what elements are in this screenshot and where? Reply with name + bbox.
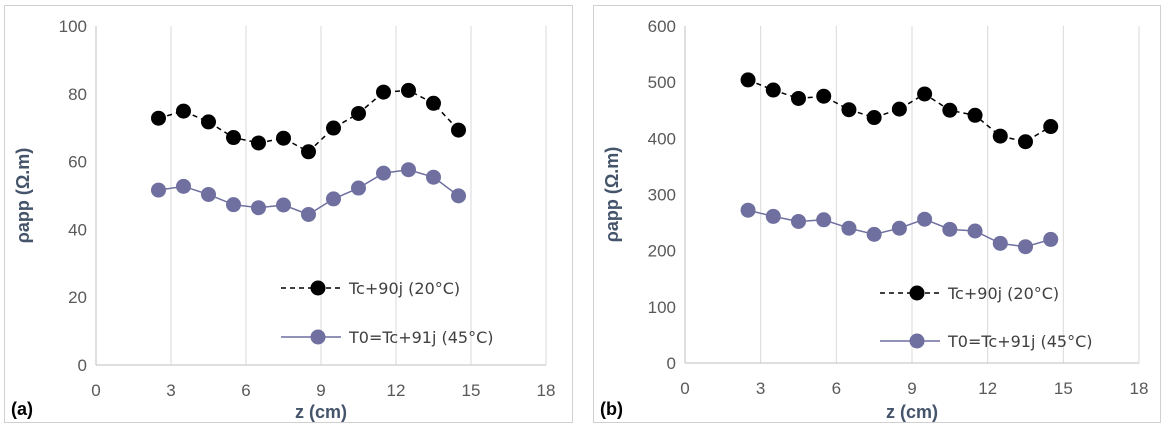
- data-point-series-1: [376, 84, 391, 100]
- data-point-series-2: [151, 182, 166, 198]
- data-point-series-1: [401, 82, 416, 98]
- y-tick-label: 40: [68, 220, 87, 239]
- y-tick-label: 600: [648, 17, 676, 36]
- data-point-series-2: [201, 186, 216, 202]
- data-point-series-1: [451, 122, 466, 138]
- chart-b-svg: 0 100 200 300 400 500 600 0 3 6 9 12 15 18 z (cm) ρapp …: [600, 17, 1149, 422]
- y-tick-label: 100: [59, 17, 87, 36]
- data-point-series-2: [426, 169, 441, 185]
- data-point-series-1: [251, 135, 266, 151]
- data-point-series-1: [992, 128, 1008, 144]
- data-point-series-1: [176, 103, 191, 119]
- x-tick-label: 15: [462, 381, 481, 400]
- x-tick-label: 18: [537, 381, 556, 400]
- y-tick-label: 300: [648, 186, 676, 205]
- x-tick-label: 0: [680, 379, 689, 398]
- data-point-series-2: [866, 226, 882, 242]
- data-point-series-1: [276, 130, 291, 146]
- data-point-series-1: [765, 82, 781, 98]
- x-tick-label: 9: [316, 381, 325, 400]
- legend-marker-2: [909, 333, 925, 349]
- data-point-series-2: [740, 202, 756, 218]
- data-point-series-1: [816, 88, 832, 104]
- y-tick-label: 80: [68, 85, 87, 104]
- x-tick-label: 6: [241, 381, 250, 400]
- data-point-series-1: [841, 102, 857, 118]
- data-point-series-2: [917, 211, 933, 227]
- data-point-series-1: [917, 86, 933, 102]
- data-point-series-1: [891, 101, 907, 117]
- data-point-series-1: [151, 110, 166, 126]
- data-point-series-2: [376, 165, 391, 181]
- y-tick-label: 20: [68, 288, 87, 307]
- x-tick-label: 12: [978, 379, 997, 398]
- y-tick-label: 0: [78, 356, 87, 375]
- data-point-series-1: [942, 102, 958, 118]
- data-point-series-2: [451, 188, 466, 204]
- legend-marker-1: [909, 285, 925, 301]
- y-tick-label: 500: [648, 73, 676, 92]
- data-point-series-2: [401, 162, 416, 178]
- data-point-series-2: [891, 220, 907, 236]
- data-point-series-1: [740, 72, 756, 88]
- data-point-series-1: [1018, 134, 1033, 150]
- x-tick-label: 0: [91, 381, 100, 400]
- chart-panel-a: 0 20 40 60 80 100 0 3 6 9 12 15 18 z (cm) ρapp (Ω.m) (a…: [4, 5, 573, 423]
- chart-a-svg: 0 20 40 60 80 100 0 3 6 9 12 15 18 z (cm) ρapp (Ω.m) (a…: [11, 17, 556, 422]
- legend-label-2: T0=Tc+91j (45°C): [348, 328, 494, 347]
- data-point-series-2: [1043, 231, 1059, 247]
- data-point-series-1: [326, 120, 341, 136]
- x-tick-label: 3: [166, 381, 175, 400]
- data-point-series-2: [176, 178, 191, 194]
- y-tick-label: 0: [667, 354, 676, 373]
- y-tick-label: 100: [648, 298, 676, 317]
- data-point-series-2: [326, 191, 341, 207]
- legend-marker-1: [310, 280, 326, 296]
- data-point-series-2: [967, 223, 983, 239]
- data-point-series-2: [765, 208, 781, 224]
- data-point-series-2: [1018, 239, 1033, 255]
- x-tick-label: 9: [907, 379, 916, 398]
- x-tick-label: 12: [387, 381, 406, 400]
- x-axis-title: z (cm): [886, 402, 938, 422]
- x-tick-label: 15: [1054, 379, 1073, 398]
- y-axis-title: ρapp (Ω.m): [602, 147, 622, 243]
- data-point-series-2: [942, 221, 958, 237]
- x-tick-label: 18: [1130, 379, 1149, 398]
- data-point-series-2: [351, 180, 366, 196]
- data-point-series-2: [992, 235, 1008, 251]
- legend-label-2: T0=Tc+91j (45°C): [947, 332, 1093, 351]
- legend-label-1: Tc+90j (20°C): [348, 279, 460, 298]
- data-point-series-1: [866, 110, 882, 126]
- legend-marker-2: [310, 329, 326, 345]
- chart-panel-b: 0 100 200 300 400 500 600 0 3 6 9 12 15 18 z (cm) ρapp …: [593, 5, 1161, 423]
- data-point-series-1: [301, 144, 316, 160]
- data-point-series-2: [791, 213, 806, 229]
- data-point-series-2: [816, 212, 832, 228]
- data-point-series-1: [351, 105, 366, 121]
- x-axis-title: z (cm): [295, 402, 347, 422]
- y-tick-label: 200: [648, 242, 676, 261]
- data-point-series-2: [276, 197, 291, 213]
- y-tick-label: 400: [648, 129, 676, 148]
- data-point-series-1: [201, 114, 216, 130]
- data-point-series-2: [301, 206, 316, 222]
- data-point-series-1: [426, 95, 441, 111]
- panel-label: (a): [11, 399, 33, 419]
- data-point-series-2: [841, 220, 857, 236]
- data-point-series-2: [226, 197, 241, 213]
- panel-label: (b): [600, 399, 623, 419]
- x-tick-label: 6: [832, 379, 841, 398]
- legend-label-1: Tc+90j (20°C): [947, 284, 1059, 303]
- y-axis-title: ρapp (Ω.m): [13, 148, 33, 244]
- data-point-series-1: [967, 107, 983, 123]
- data-point-series-2: [251, 200, 266, 216]
- data-point-series-1: [791, 90, 806, 106]
- x-tick-label: 3: [756, 379, 765, 398]
- data-point-series-1: [226, 130, 241, 146]
- data-point-series-1: [1043, 119, 1059, 135]
- y-tick-label: 60: [68, 153, 87, 172]
